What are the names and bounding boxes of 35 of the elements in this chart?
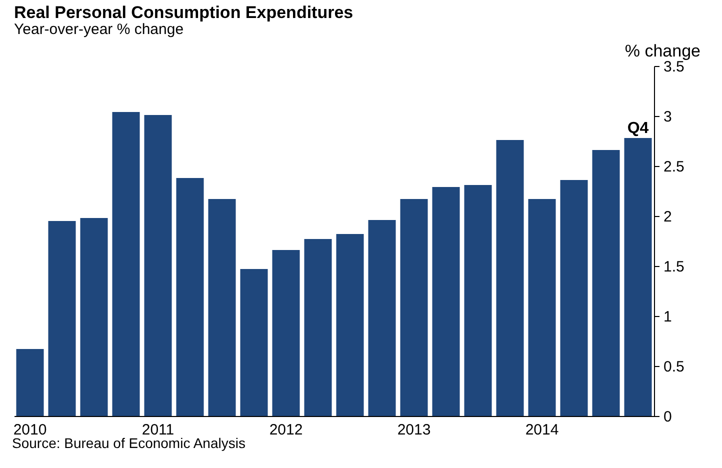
bar [112, 112, 140, 416]
bar [144, 115, 172, 416]
x-tick-label: 2013 [397, 422, 431, 438]
bar [528, 199, 556, 416]
y-tick-label: 1 [664, 308, 672, 326]
y-tick-label: 3 [664, 108, 672, 126]
y-tick-label: 0.5 [664, 358, 684, 376]
bar [400, 199, 428, 416]
bar [496, 140, 524, 416]
y-tick-label: 2.5 [664, 158, 684, 176]
bar [16, 349, 44, 416]
x-tick-label: 2012 [269, 422, 303, 438]
bar [560, 180, 588, 416]
chart-subtitle: Year-over-year % change [14, 21, 184, 38]
bar [624, 138, 652, 416]
bar [432, 187, 460, 416]
y-axis-title: % change [624, 42, 700, 60]
bar [208, 199, 236, 416]
bar [272, 250, 300, 416]
y-tick-label: 2 [664, 208, 672, 226]
bar [48, 221, 76, 416]
bar [464, 185, 492, 416]
bar [368, 220, 396, 416]
y-tick-label: 1.5 [664, 258, 684, 276]
bar [336, 234, 364, 416]
bar [304, 239, 332, 416]
y-tick-label: 0 [664, 408, 672, 426]
chart-title: Real Personal Consumption Expenditures [14, 3, 354, 22]
y-tick-label: 3.5 [664, 58, 684, 76]
annotation: Q4 [627, 120, 649, 137]
bar [80, 218, 108, 416]
bar [240, 269, 268, 416]
bar [592, 150, 620, 416]
bar [176, 178, 204, 416]
x-tick-label: 2014 [525, 422, 559, 438]
